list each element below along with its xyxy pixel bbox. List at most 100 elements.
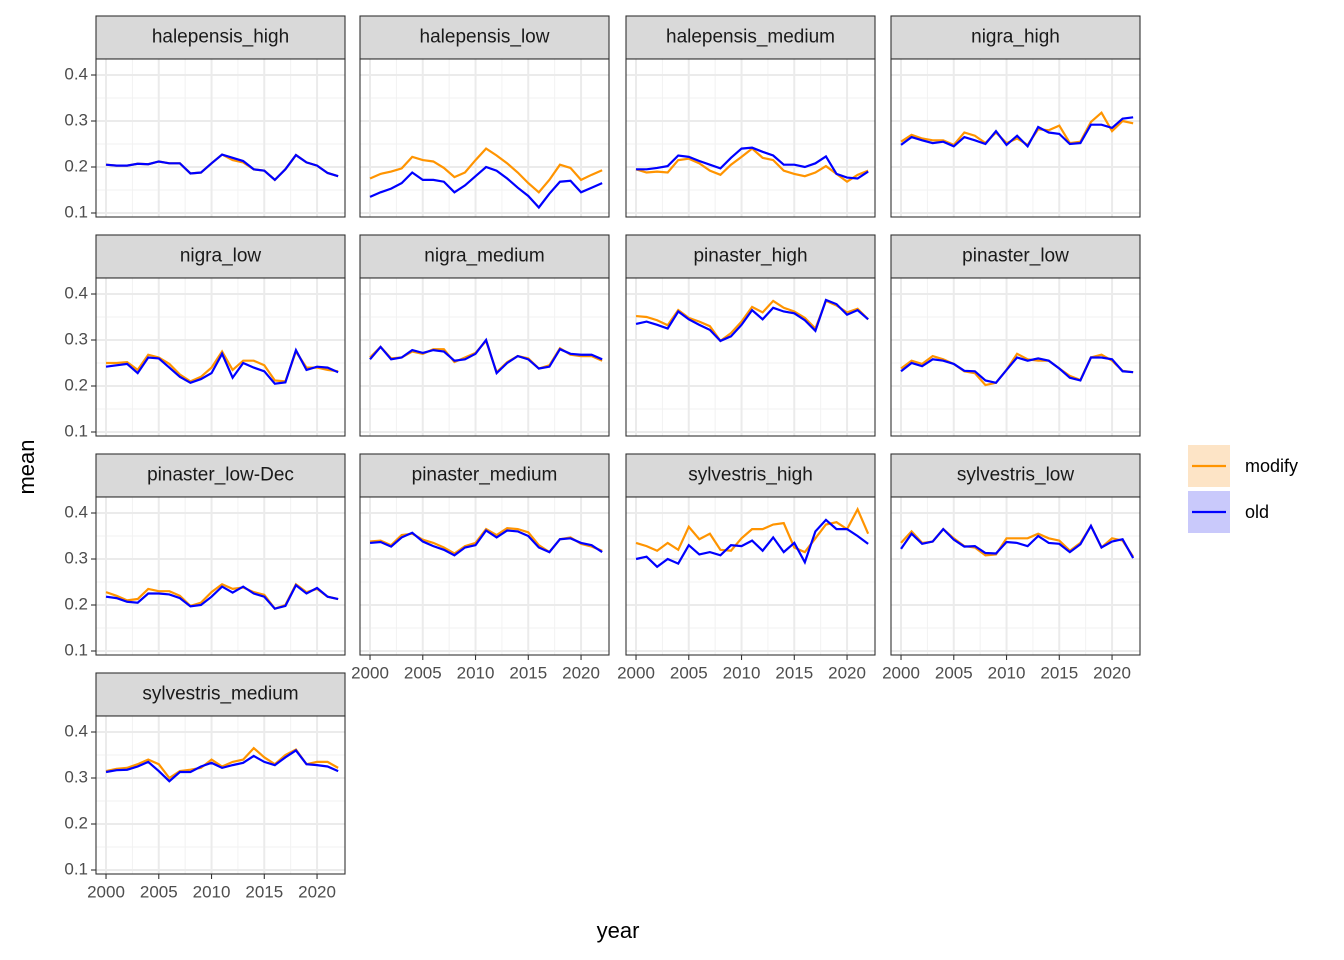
y-tick-label: 0.3: [64, 110, 88, 129]
strip-title: halepensis_medium: [666, 27, 835, 48]
x-tick-label: 2015: [1040, 663, 1078, 682]
series-line: [369, 337, 603, 376]
panel-background: [96, 497, 345, 655]
x-tick-label: 2010: [988, 663, 1026, 682]
legend-label: modify: [1245, 456, 1298, 476]
series-line: [635, 518, 869, 569]
y-tick-label: 0.4: [64, 64, 88, 83]
x-tick-label: 2010: [723, 663, 761, 682]
x-tick-label: 2000: [351, 663, 389, 682]
strip-title: halepensis_high: [152, 27, 289, 48]
series-line: [105, 153, 339, 182]
strip-title: nigra_high: [971, 27, 1060, 48]
panel-background: [626, 59, 875, 217]
x-tick-label: 2015: [775, 663, 813, 682]
series-line: [900, 356, 1134, 384]
strip-title: pinaster_medium: [412, 465, 558, 486]
y-tick-label: 0.3: [64, 329, 88, 348]
x-tick-label: 2000: [617, 663, 655, 682]
y-axis-title: mean: [14, 439, 39, 494]
y-tick-label: 0.3: [64, 548, 88, 567]
strip: [890, 453, 1141, 498]
panel-border: [95, 496, 346, 656]
y-tick-label: 0.2: [64, 156, 88, 175]
panel-background: [96, 716, 345, 874]
series-line: [900, 523, 1135, 559]
x-tick-label: 2000: [882, 663, 920, 682]
panel-background: [626, 278, 875, 436]
x-tick-label: 2005: [404, 663, 442, 682]
x-tick-label: 2015: [509, 663, 547, 682]
panel-background: [626, 497, 875, 655]
strip-title: pinaster_high: [693, 246, 807, 267]
strip-title: nigra_medium: [424, 246, 544, 267]
y-tick-label: 0.4: [64, 283, 88, 302]
strip: [95, 15, 346, 60]
panel-border: [359, 277, 610, 437]
x-axis-title: year: [597, 918, 640, 943]
panel-border: [625, 277, 876, 437]
x-tick-label: 2005: [670, 663, 708, 682]
y-tick-label: 0.3: [64, 767, 88, 786]
y-tick-label: 0.4: [64, 721, 88, 740]
x-tick-label: 2015: [245, 882, 283, 901]
x-tick-label: 2000: [87, 882, 125, 901]
panel-border: [95, 277, 346, 437]
strip-title: sylvestris_medium: [142, 684, 298, 705]
panel-border: [359, 58, 610, 218]
series-line: [105, 583, 339, 610]
series-line: [369, 528, 603, 557]
y-tick-label: 0.4: [64, 502, 88, 521]
x-tick-label: 2020: [298, 882, 336, 901]
y-tick-label: 0.1: [64, 640, 88, 659]
series-line: [900, 116, 1134, 149]
x-tick-label: 2005: [140, 882, 178, 901]
strip-title: sylvestris_low: [957, 465, 1074, 486]
strip-title: pinaster_low-Dec: [147, 465, 294, 486]
strip: [359, 15, 610, 60]
x-tick-label: 2005: [935, 663, 973, 682]
y-tick-label: 0.2: [64, 813, 88, 832]
y-tick-label: 0.1: [64, 859, 88, 878]
strip: [359, 234, 610, 279]
strip-title: sylvestris_high: [688, 465, 813, 486]
panel-background: [96, 59, 345, 217]
x-tick-label: 2010: [193, 882, 231, 901]
panel-background: [360, 497, 609, 655]
panel-border: [890, 277, 1141, 437]
strip: [359, 453, 610, 498]
panel-background: [891, 497, 1140, 655]
series-line: [105, 748, 339, 783]
x-tick-label: 2020: [562, 663, 600, 682]
series-line: [369, 165, 603, 210]
strip: [95, 672, 346, 717]
panel-border: [95, 715, 346, 875]
panel-border: [625, 496, 876, 656]
series-line: [369, 147, 603, 194]
strip: [625, 15, 876, 60]
series-line: [636, 146, 869, 180]
panel-border: [95, 58, 346, 218]
strip-title: nigra_low: [180, 246, 262, 267]
strip: [95, 453, 346, 498]
x-tick-label: 2020: [1093, 663, 1131, 682]
strip: [890, 15, 1141, 60]
panel-border: [359, 496, 610, 656]
legend-label: old: [1245, 502, 1269, 522]
panel-background: [360, 59, 609, 217]
series-line: [635, 298, 869, 343]
strip: [625, 234, 876, 279]
panel-border: [890, 496, 1141, 656]
series-line: [105, 347, 339, 385]
x-tick-label: 2020: [828, 663, 866, 682]
strip: [95, 234, 346, 279]
panel-border: [625, 58, 876, 218]
y-tick-label: 0.1: [64, 202, 88, 221]
strip-title: halepensis_low: [420, 27, 550, 48]
y-tick-label: 0.2: [64, 594, 88, 613]
series-line: [900, 111, 1134, 147]
x-tick-label: 2010: [457, 663, 495, 682]
strip-title: pinaster_low: [962, 246, 1069, 267]
y-tick-label: 0.1: [64, 421, 88, 440]
